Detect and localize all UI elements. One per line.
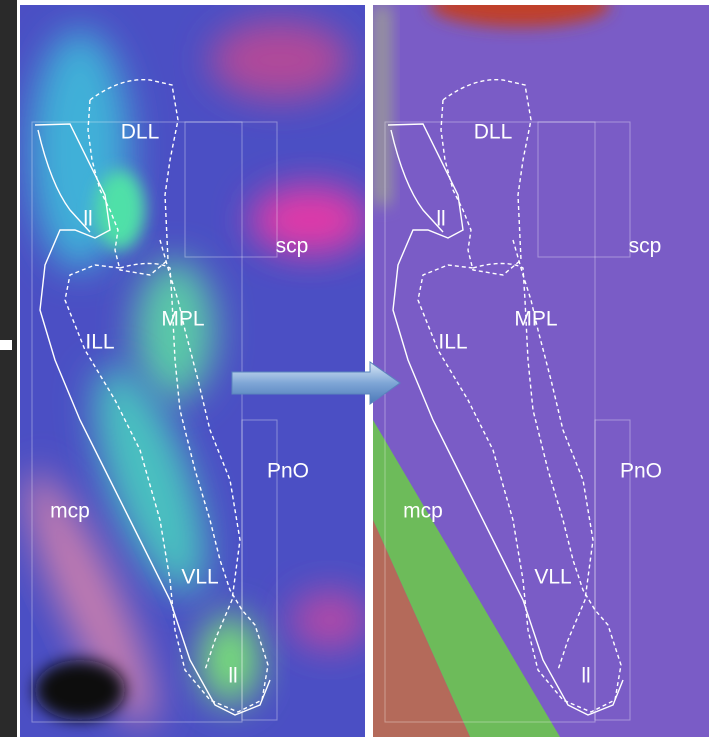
region-label: DLL [121,121,160,144]
region-label: MPL [161,308,204,331]
region-label: ILL [438,331,467,354]
region-label: ILL [85,331,114,354]
region-label: ll [83,208,92,231]
side-strip-mark [0,340,12,350]
region-label: DLL [474,121,513,144]
region-label: ll [436,208,445,231]
region-label: MPL [514,308,557,331]
region-label: scp [276,235,309,258]
region-label: VLL [181,566,218,589]
region-label: VLL [534,566,571,589]
right-panel [373,0,709,737]
region-label: scp [629,235,662,258]
region-label: mcp [403,500,443,523]
region-label: PnO [267,460,309,483]
figure: DLL ll scp MPL ILL PnO mcp VLL ll DLL ll scp MPL ILL P… [0,0,709,737]
region-label: mcp [50,500,90,523]
region-label: PnO [620,460,662,483]
left-panel [4,5,370,737]
side-strip [0,0,17,737]
region-label: ll [581,665,590,688]
region-label: ll [228,665,237,688]
